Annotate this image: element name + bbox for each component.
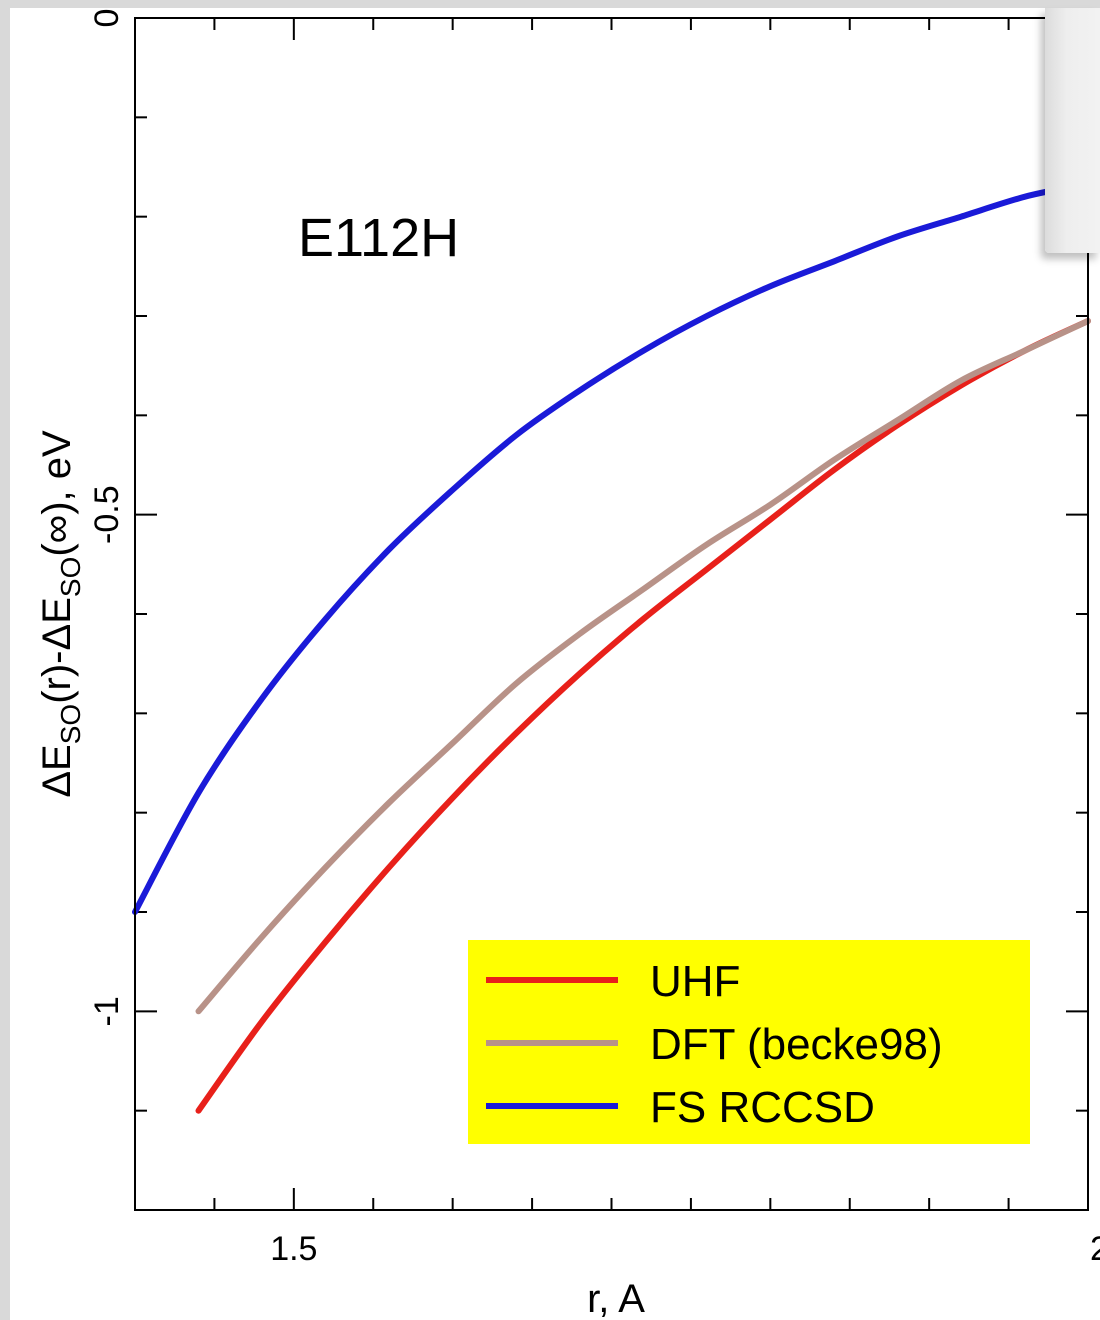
series-line-fs-rccsd: [132, 183, 1076, 915]
y-tick-labels: 0 -0.5 -1: [88, 9, 126, 1027]
x-tick-labels: 1.5 2: [270, 1230, 1100, 1268]
y-axis-title-part: (∞), eV: [35, 430, 79, 557]
x-tick-label: 2: [1090, 1230, 1100, 1268]
legend-label-dft: DFT (becke98): [650, 1020, 943, 1069]
legend: UHF DFT (becke98) FS RCCSD: [468, 940, 1030, 1144]
y-tick-label: -1: [88, 996, 126, 1026]
plot-border: [134, 17, 1089, 1211]
series-line-dft-becke98: [195, 318, 1091, 1015]
y-tick-label: 0: [88, 9, 126, 28]
x-axis-title: r, A: [587, 1277, 645, 1320]
window-overlay-corner: [1045, 8, 1100, 253]
y-axis-title-part: ΔE: [35, 744, 79, 797]
legend-label-fs-rccsd: FS RCCSD: [650, 1083, 875, 1132]
series-line-uhf: [195, 318, 1091, 1114]
chart-annotation: E112H: [298, 208, 459, 268]
legend-label-uhf: UHF: [650, 957, 740, 1006]
x-tick-label: 1.5: [270, 1230, 317, 1268]
axis-ticks: [135, 18, 1088, 1210]
y-axis-title-sub: SO: [55, 557, 86, 597]
y-axis-title-part: (r)-ΔE: [35, 597, 79, 704]
series-lines: [132, 183, 1091, 1114]
y-axis-title-sub: SO: [55, 704, 86, 744]
y-axis-title: ΔESO(r)-ΔESO(∞), eV: [35, 430, 86, 798]
y-tick-label: -0.5: [88, 485, 126, 544]
